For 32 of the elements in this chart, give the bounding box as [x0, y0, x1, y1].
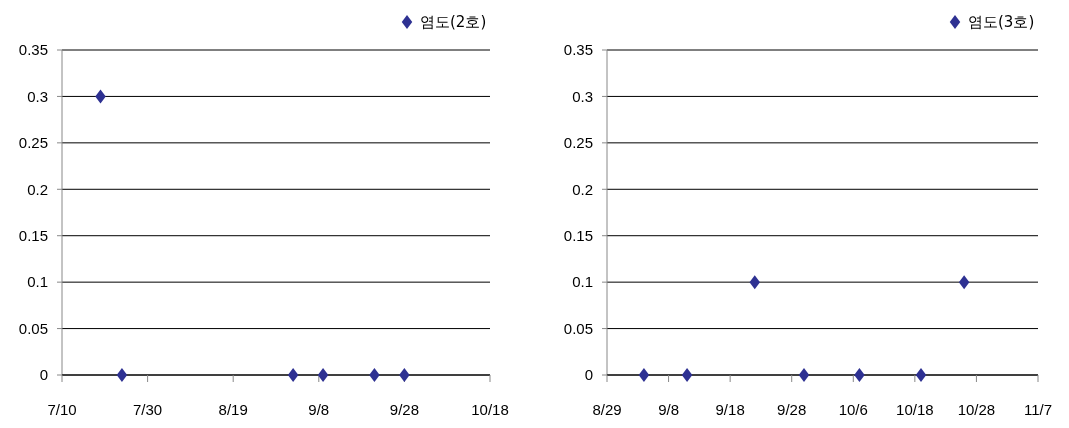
x-tick-label: 8/29 [592, 401, 622, 418]
y-tick-label: 0.2 [27, 180, 48, 198]
y-tick-label: 0.05 [563, 319, 593, 337]
x-tick-label: 9/28 [389, 401, 419, 418]
x-tick-label: 10/28 [957, 401, 996, 418]
y-tick-label: 0 [39, 366, 48, 384]
legend-label: 염도(3호) [968, 13, 1035, 32]
y-tick-label: 0.3 [27, 87, 48, 105]
x-tick-label: 11/7 [1023, 401, 1053, 418]
y-tick-label: 0.15 [18, 226, 48, 244]
y-tick-label: 0 [584, 366, 593, 384]
x-tick-label: 9/8 [658, 401, 679, 418]
x-tick-label: 7/30 [133, 401, 163, 418]
y-tick-label: 0.35 [563, 41, 593, 59]
x-tick-label: 8/19 [218, 401, 248, 418]
x-tick-label: 10/18 [471, 401, 509, 418]
y-tick-label: 0.1 [572, 273, 593, 291]
y-tick-label: 0.35 [18, 41, 48, 59]
x-tick-label: 10/18 [896, 401, 934, 418]
x-tick-label: 7/10 [47, 401, 77, 418]
legend-label: 염도(2호) [420, 13, 487, 32]
y-tick-label: 0.25 [563, 134, 593, 152]
y-tick-label: 0.05 [18, 319, 48, 337]
x-tick-label: 9/8 [308, 401, 330, 418]
x-tick-label: 9/28 [777, 401, 807, 418]
y-tick-label: 0.15 [563, 226, 593, 244]
y-tick-label: 0.2 [572, 180, 593, 198]
x-tick-label: 10/6 [838, 401, 868, 418]
y-tick-label: 0.3 [572, 87, 593, 105]
y-tick-label: 0.1 [27, 273, 48, 291]
y-tick-label: 0.25 [18, 134, 48, 152]
x-tick-label: 9/18 [715, 401, 745, 418]
